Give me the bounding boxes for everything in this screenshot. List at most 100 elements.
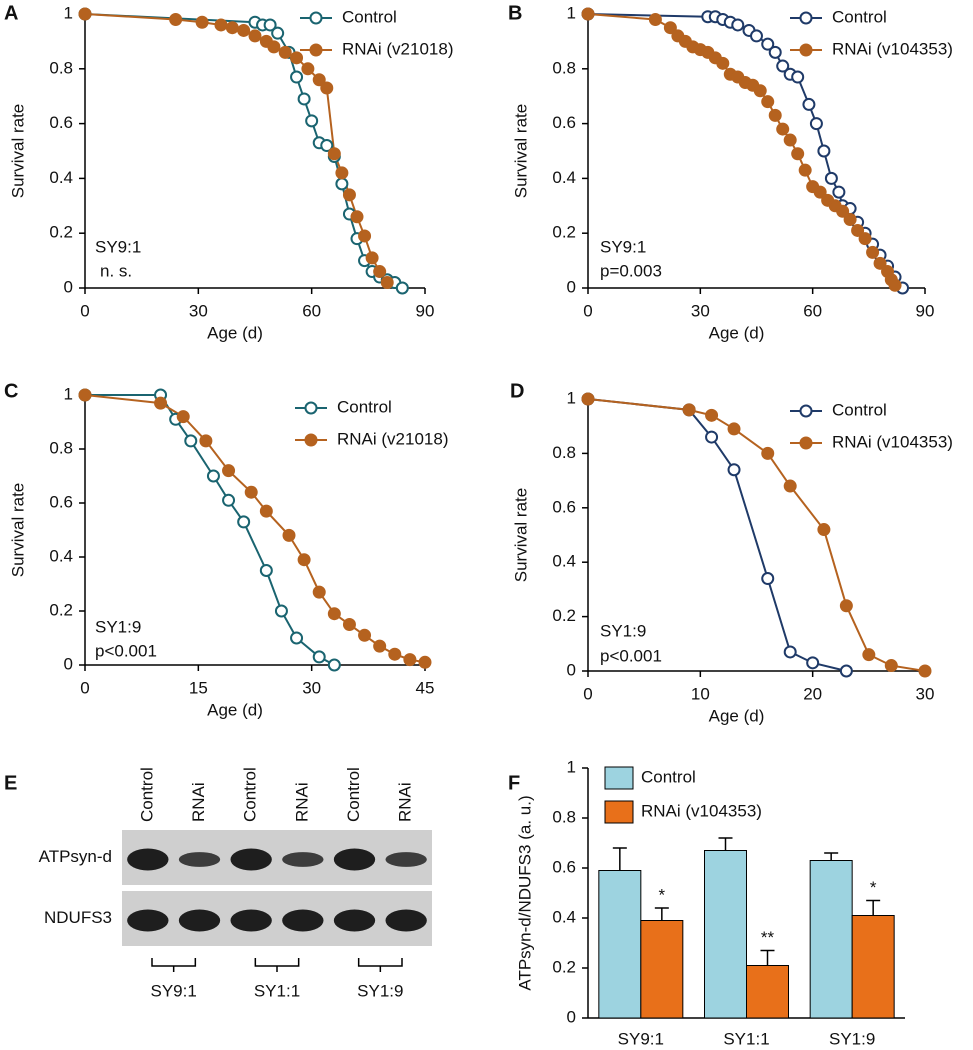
y-tick-label: 0.4: [49, 168, 73, 187]
y-tick-label: 0.6: [552, 113, 576, 132]
panel-letter: F: [508, 772, 520, 794]
legend-label: Control: [337, 397, 392, 416]
y-tick-label: 0.2: [49, 600, 73, 619]
data-point: [813, 185, 827, 199]
data-point: [761, 37, 775, 51]
x-tick-label: 0: [80, 678, 89, 697]
data-point: [259, 504, 273, 518]
data-point: [888, 278, 902, 292]
data-point: [768, 108, 782, 122]
lane-label: Control: [137, 767, 156, 822]
y-tick-label: 0.2: [552, 606, 576, 625]
panel-letter: E: [4, 772, 17, 794]
legend-label: RNAi (v104353): [832, 39, 953, 58]
legend-swatch: [604, 800, 634, 824]
blot-band: [127, 848, 169, 871]
blot-band: [282, 909, 324, 932]
lane-label: RNAi: [396, 782, 415, 822]
data-point: [783, 479, 797, 493]
data-point: [395, 281, 409, 295]
annotation: SY1:9: [600, 621, 646, 640]
group-bracket: [151, 958, 197, 972]
data-point: [836, 204, 850, 218]
legend-marker: [309, 43, 323, 57]
y-tick-label: 1: [567, 3, 576, 22]
data-point: [169, 12, 183, 26]
data-point: [705, 408, 719, 422]
data-point: [78, 7, 92, 21]
group-bracket: [357, 958, 403, 972]
data-point: [806, 656, 820, 670]
y-tick-label: 1: [64, 384, 73, 403]
legend-swatch: [604, 766, 634, 790]
data-point: [802, 97, 816, 111]
lane-label: RNAi: [292, 782, 311, 822]
y-tick-label: 0.6: [49, 113, 73, 132]
y-tick-label: 0: [64, 277, 73, 296]
y-tick-label: 0.6: [49, 492, 73, 511]
data-point: [350, 210, 364, 224]
data-point: [312, 585, 326, 599]
data-point: [222, 464, 236, 478]
data-point: [297, 92, 311, 106]
legend-label: RNAi (v21018): [337, 429, 449, 448]
data-point: [237, 23, 251, 37]
y-axis-label: Survival rate: [8, 104, 27, 198]
data-point: [750, 29, 763, 43]
x-tick-label: 0: [583, 684, 592, 703]
legend-label: RNAi (v21018): [342, 39, 454, 58]
blot-band: [230, 909, 272, 932]
data-point: [817, 523, 831, 537]
y-tick-label: 0.2: [552, 223, 576, 242]
x-axis-label: Age (d): [709, 323, 765, 342]
data-point: [290, 70, 304, 84]
blot-strip: [122, 891, 432, 946]
data-point: [809, 117, 823, 131]
data-point: [184, 434, 198, 448]
legend-marker: [304, 401, 318, 415]
data-point: [225, 21, 239, 35]
legend-marker: [309, 11, 323, 25]
legend-label: Control: [832, 400, 887, 419]
data-point: [312, 650, 326, 664]
data-point: [320, 81, 334, 95]
data-point: [274, 604, 288, 618]
data-point: [851, 223, 865, 237]
data-point: [301, 62, 315, 76]
annotation: SY1:9: [95, 617, 141, 636]
y-tick-label: 0.4: [552, 168, 576, 187]
x-tick-label: 30: [189, 301, 208, 320]
data-point: [199, 434, 213, 448]
y-tick-label: 0.8: [552, 58, 576, 77]
data-point: [418, 655, 432, 669]
y-tick-label: 0.2: [49, 223, 73, 242]
y-tick-label: 0.8: [49, 438, 73, 457]
data-point: [761, 95, 775, 109]
y-tick-label: 0: [567, 660, 576, 679]
data-point: [259, 564, 273, 577]
x-axis-label: Age (d): [709, 706, 765, 725]
data-point: [918, 664, 932, 678]
data-point: [843, 213, 857, 226]
data-point: [783, 645, 797, 659]
data-point: [373, 639, 387, 653]
y-tick-label: 0: [567, 1007, 576, 1026]
data-point: [858, 232, 872, 246]
y-tick-label: 0.8: [552, 807, 576, 826]
bar: [809, 860, 853, 1019]
data-point: [305, 114, 319, 128]
data-point: [776, 59, 790, 73]
y-axis-label: Survival rate: [511, 488, 530, 582]
data-point: [282, 528, 296, 542]
data-point: [768, 45, 782, 59]
data-point: [358, 628, 372, 642]
blot-band: [333, 848, 376, 871]
legend-marker: [799, 436, 813, 450]
lane-label: Control: [241, 767, 260, 822]
data-point: [373, 265, 387, 279]
y-axis-label: Survival rate: [511, 104, 530, 198]
y-tick-label: 1: [64, 3, 73, 22]
data-point: [727, 463, 741, 477]
lane-label: Control: [344, 767, 363, 822]
data-point: [727, 422, 741, 436]
